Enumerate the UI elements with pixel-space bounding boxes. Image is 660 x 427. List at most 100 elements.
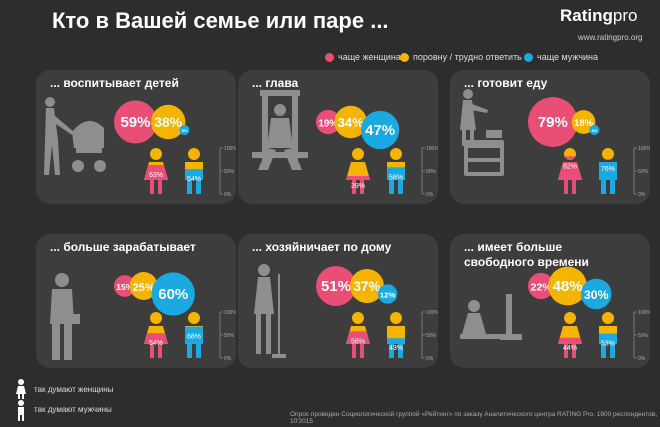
women-think-label: 63% — [149, 172, 163, 179]
scale-label: 100% — [426, 310, 438, 316]
bubble-men-label: 3% — [182, 128, 188, 133]
scale-label: 0% — [426, 192, 434, 198]
bubble-equal-label: 48% — [553, 278, 583, 295]
legend-dot-men — [524, 52, 533, 62]
bubble-women-label: 79% — [538, 114, 568, 131]
woman-figure: 82% — [558, 148, 582, 194]
bubble-equal-label: 25% — [132, 282, 154, 294]
bubble-women — [316, 266, 356, 306]
scale-label: 50% — [638, 169, 649, 175]
women-think-label: 82% — [563, 163, 577, 170]
man-figure: 76% — [599, 148, 617, 194]
scale-label: 100% — [224, 310, 236, 316]
bubble-women — [528, 97, 578, 147]
scale-label: 100% — [224, 146, 236, 152]
logo-main: Rating — [560, 6, 613, 25]
legend-women: чаще женщина — [325, 52, 401, 62]
bubble-women — [316, 109, 341, 135]
bubble-women-label: 59% — [120, 114, 150, 131]
bubble-men — [360, 110, 400, 150]
scale-label: 0% — [224, 192, 232, 198]
scale-label: 0% — [638, 192, 646, 198]
chart-title: ... больше зарабатывает — [50, 240, 196, 254]
bubble-equal-label: 37% — [353, 279, 380, 294]
bubble-men-label: 12% — [380, 290, 396, 299]
scale-label: 50% — [224, 169, 235, 175]
bubble-equal-label: 34% — [338, 115, 364, 130]
chart-title: ... хозяйничает по дому — [252, 240, 392, 254]
chart-panel: ... готовит еду 79% 18% 3% 82% 76% 100% 50% 0% — [450, 70, 650, 204]
bubble-equal-label: 18% — [574, 118, 594, 129]
bubble-equal — [349, 268, 384, 304]
site-url: www.ratingpro.org — [578, 33, 643, 42]
businessman-silhouette-icon — [50, 273, 80, 360]
bubble-men — [179, 125, 190, 135]
bubble-men-label: 3% — [592, 128, 598, 133]
chart-svg: 51% 37%12% 58% 43% 100% 50% 0% — [254, 264, 438, 362]
logo-suffix: pro — [612, 6, 638, 25]
scale-label: 0% — [426, 356, 434, 362]
scale-label: 100% — [638, 310, 650, 316]
woman-figure: 54% — [144, 312, 168, 358]
woman-figure: 44% — [558, 312, 582, 358]
chart-svg: 79% 18%3% 82% 76% 100% 50% 0% — [460, 89, 650, 198]
bubble-men-label: 47% — [365, 122, 395, 139]
chart-title: ... глава — [252, 76, 299, 90]
mother-stroller-silhouette-icon — [44, 97, 106, 175]
scale-label: 100% — [638, 146, 650, 152]
woman-figure: 39% — [346, 148, 370, 194]
bubble-men-label: 60% — [158, 286, 188, 303]
chart-title: ... воспитывает детей — [50, 76, 179, 90]
chart-svg: 59% 38%3% 63% 54% 100% 50% 0% — [44, 97, 236, 198]
men-think-label: 68% — [187, 334, 201, 341]
bubble-men-label: 30% — [584, 288, 609, 302]
chart-panel: ... воспитывает детей 59% 38% 3% 63% 54% 100% 5… — [36, 70, 236, 204]
chart-panel: ... больше зарабатывает 15% 25% 60% 54% 68% 10… — [36, 234, 236, 368]
scale-label: 50% — [638, 333, 649, 339]
men-think-label: 43% — [389, 345, 403, 352]
bubble-women-label: 15% — [116, 282, 134, 292]
figure-note-women: так думают женщины — [34, 385, 114, 394]
bubble-women-label: 19% — [318, 118, 338, 129]
bubble-equal — [150, 104, 186, 140]
legend-label-equal: поровну / трудно ответить — [413, 52, 522, 62]
bubble-women — [528, 272, 555, 300]
legend-dot-women — [325, 52, 334, 62]
bubble-men — [377, 284, 398, 304]
bubble-women — [114, 100, 157, 144]
women-think-label: 44% — [563, 345, 577, 352]
bubble-equal-label: 38% — [154, 115, 182, 130]
women-think-label: 39% — [351, 183, 365, 190]
bubble-men — [580, 278, 612, 310]
bubble-equal — [334, 105, 367, 139]
chart-svg: 15%25% 60% 54% 68% 100% 50% 0% — [50, 272, 236, 362]
men-think-label: 53% — [601, 341, 615, 348]
chart-title: ... готовит еду — [464, 76, 548, 90]
men-think-label: 54% — [187, 176, 201, 183]
woman-figure: 63% — [144, 148, 168, 194]
man-figure-icon — [18, 400, 24, 421]
woman-cooking-silhouette-icon — [460, 89, 504, 176]
women-think-label: 58% — [351, 338, 365, 345]
legend-equal: поровну / трудно ответить — [400, 52, 522, 62]
bubble-equal — [571, 110, 596, 134]
woman-with-mop-silhouette-icon — [254, 264, 286, 358]
man-figure: 43% — [387, 312, 405, 358]
legend-label-men: чаще мужчина — [537, 52, 599, 62]
man-figure: 68% — [185, 312, 203, 358]
men-think-label: 76% — [601, 166, 615, 173]
legend-dot-equal — [400, 52, 409, 62]
bubble-men — [151, 272, 195, 316]
women-think-label: 54% — [149, 340, 163, 347]
scale-label: 0% — [638, 356, 646, 362]
bubble-equal — [129, 272, 158, 300]
page-title: Кто в Вашей семье или паре ... — [52, 8, 389, 33]
legend-label-women: чаще женщина — [338, 52, 401, 62]
scale-label: 50% — [426, 333, 437, 339]
scale-label: 100% — [426, 146, 438, 152]
bubble-men — [589, 125, 600, 135]
man-figure: 54% — [185, 148, 203, 194]
chart-panel: ... имеет больше свободного времени 22% 48%… — [450, 234, 650, 368]
bubble-women — [114, 275, 136, 297]
person-at-computer-silhouette-icon — [460, 294, 522, 340]
